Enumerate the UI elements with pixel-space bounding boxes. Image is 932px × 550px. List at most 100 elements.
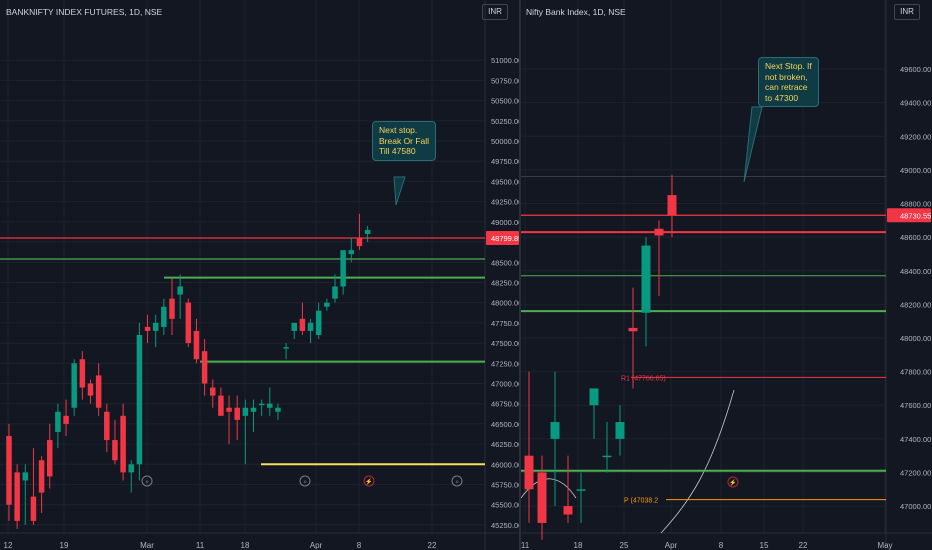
- right-note-line: not broken,: [765, 71, 808, 82]
- last-price-label: 48799.85: [491, 234, 520, 243]
- candle-body: [136, 334, 143, 465]
- y-axis-tick-label: 50500.00: [491, 97, 520, 106]
- y-axis-tick-label: 47250.00: [491, 359, 520, 368]
- event-marker-icon: [363, 475, 375, 487]
- candle-body: [218, 395, 224, 416]
- candle-body: [234, 407, 240, 420]
- candle-body: [161, 306, 167, 327]
- x-axis-tick-label: 8: [719, 541, 724, 550]
- left-currency-badge[interactable]: INR: [482, 4, 508, 20]
- r1-pivot-label: R1 (47766.05): [621, 375, 666, 382]
- y-axis-tick-label: 46500.00: [491, 420, 520, 429]
- candle-body: [38, 460, 45, 493]
- y-axis-tick-label: 46750.00: [491, 400, 520, 409]
- candle-body: [550, 422, 560, 439]
- candle-body: [283, 347, 289, 349]
- y-axis-tick-label: 49200.00: [900, 132, 931, 141]
- candle-body: [641, 245, 651, 313]
- x-axis-tick-label: Apr: [310, 541, 323, 550]
- candle-body: [242, 407, 249, 416]
- y-axis-tick-label: 49250.00: [491, 198, 520, 207]
- candle-body: [120, 415, 126, 473]
- candle-body: [267, 403, 273, 408]
- y-axis-tick-label: 47000.00: [900, 502, 931, 511]
- candle-body: [14, 472, 20, 521]
- x-axis-tick-label: 19: [60, 541, 69, 550]
- event-marker-icon: [451, 475, 463, 487]
- event-marker-glyph: ⚡: [365, 478, 372, 486]
- last-price-badge: [887, 208, 931, 223]
- y-axis-tick-label: 50750.00: [491, 76, 520, 85]
- y-axis-tick-label: 45750.00: [491, 481, 520, 490]
- y-axis-tick-label: 49500.00: [491, 177, 520, 186]
- candle-body: [356, 238, 363, 247]
- event-marker-glyph: »: [145, 480, 149, 486]
- moving-average-curve: [660, 389, 735, 534]
- candle-body: [576, 489, 586, 491]
- y-axis-tick-label: 49400.00: [900, 99, 931, 108]
- candle-body: [47, 440, 53, 477]
- note-pointer: [393, 176, 406, 206]
- event-marker-glyph: »: [455, 480, 459, 486]
- y-axis-tick-label: 50000.00: [491, 137, 520, 146]
- left-chart-svg[interactable]: 45250.00 45500.00 45750.00 46000.00 46250.00…: [0, 0, 520, 550]
- x-axis-tick-label: 8: [357, 541, 362, 550]
- y-axis-tick-label: 49600.00: [900, 65, 931, 74]
- y-axis-tick-label: 47400.00: [900, 435, 931, 444]
- candle-body: [6, 436, 12, 505]
- left-note-line: Till 47580: [379, 146, 416, 156]
- event-marker-icon: [727, 476, 739, 488]
- right-chart-svg[interactable]: 47000.00 47200.00 47400.00 47600.00 47800.00…: [521, 0, 932, 550]
- x-axis-tick-label: 11: [196, 541, 205, 550]
- y-axis-tick-label: 46250.00: [491, 440, 520, 449]
- candle-body: [602, 455, 612, 458]
- candle-body: [177, 286, 183, 295]
- candle-body: [193, 330, 200, 360]
- candle-body: [63, 415, 69, 424]
- y-axis-tick-label: 45250.00: [491, 521, 520, 530]
- y-axis-tick-label: 47500.00: [491, 339, 520, 348]
- candle-body: [332, 286, 338, 299]
- candle-body: [226, 407, 232, 412]
- last-price-badge: [486, 231, 519, 246]
- y-axis-tick-label: 48800.00: [900, 200, 931, 209]
- x-axis-tick-label: Apr: [665, 541, 678, 550]
- x-axis-tick-label: 18: [241, 541, 250, 550]
- y-axis-tick-label: 47600.00: [900, 401, 931, 410]
- x-axis-tick-label: Mar: [140, 541, 154, 550]
- x-axis-tick-label: May: [877, 541, 892, 550]
- y-axis-tick-label: 47000.00: [491, 379, 520, 388]
- note-pointer: [743, 106, 763, 183]
- left-note-line: Next stop.: [379, 125, 418, 135]
- right-note-line: to 47300: [765, 92, 799, 103]
- moving-average-curve: [521, 478, 577, 499]
- candle-body: [299, 318, 306, 331]
- candle-body: [537, 472, 547, 523]
- candle-body: [201, 351, 208, 384]
- x-axis-tick-label: 22: [799, 541, 808, 550]
- candle-body: [615, 422, 625, 439]
- candle-body: [524, 455, 534, 490]
- candle-body: [364, 229, 371, 234]
- y-axis-tick-label: 48250.00: [491, 278, 520, 287]
- candle-body: [250, 407, 257, 412]
- candle-body: [563, 506, 573, 515]
- x-axis-tick-label: 15: [760, 541, 769, 550]
- right-note-line: can retrace: [765, 82, 808, 92]
- right-chart-panel[interactable]: 47000.00 47200.00 47400.00 47600.00 47800.00…: [521, 0, 932, 550]
- candle-body: [152, 322, 159, 331]
- right-note-line: Next Stop. If: [765, 61, 812, 71]
- candle-body: [104, 411, 110, 441]
- y-axis-tick-label: 50250.00: [491, 117, 520, 126]
- candle-body: [185, 302, 192, 344]
- panel-divider[interactable]: [519, 0, 521, 550]
- candle-body: [210, 387, 216, 396]
- event-marker-icon: [141, 475, 153, 487]
- right-note-callout: Next Stop. If not broken, can retrace to…: [758, 57, 819, 107]
- left-chart-panel[interactable]: 45250.00 45500.00 45750.00 46000.00 46250.00…: [0, 0, 520, 550]
- candle-body: [348, 250, 355, 255]
- candle-body: [112, 440, 118, 461]
- right-currency-badge[interactable]: INR: [894, 4, 920, 20]
- event-marker-icon: [299, 475, 311, 487]
- y-axis-tick-label: 47800.00: [900, 368, 931, 377]
